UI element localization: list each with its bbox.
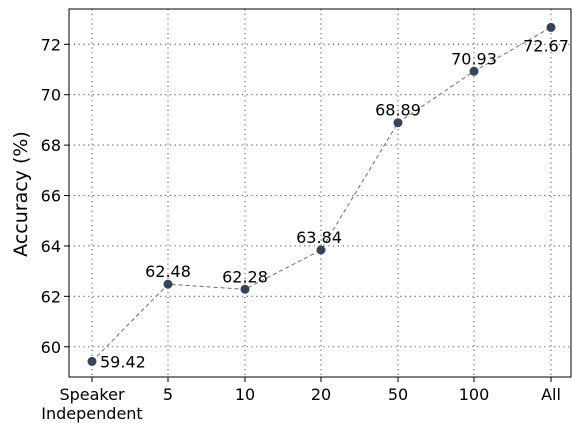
data-point [240,284,250,294]
data-label: 59.42 [100,352,146,371]
data-point [546,22,556,32]
y-tick-label: 70 [41,86,61,105]
y-tick-label: 72 [41,35,61,54]
series-markers [87,22,556,366]
data-label: 62.28 [222,267,268,286]
x-tick-label: 100 [459,385,490,404]
data-labels: 59.42 62.48 62.28 63.84 68.89 70.93 72.67 [100,36,569,371]
x-tick-label: All [541,385,561,404]
data-point [469,66,479,76]
x-tick-label: 5 [163,385,173,404]
y-tick-label: 66 [41,187,61,206]
y-tick-label: 68 [41,136,61,155]
data-label: 68.89 [375,101,421,120]
y-tick-label: 60 [41,338,61,357]
data-point [316,245,326,255]
x-tick-label: Speaker Independent [41,385,142,423]
x-tick-label: 20 [311,385,331,404]
y-tick-label: 62 [41,287,61,306]
y-axis-title: Accuracy (%) [10,131,32,257]
data-label: 63.84 [296,228,342,247]
data-point [393,118,403,128]
x-tick-label: 10 [235,385,255,404]
plot-frame [68,8,572,378]
data-label: 70.93 [451,49,497,68]
data-label: 62.48 [145,262,191,281]
data-label: 72.67 [523,36,569,55]
series-line-path [91,26,552,362]
data-point [87,356,97,366]
x-tick-label: 50 [388,385,408,404]
data-point [163,279,173,289]
series-line [91,26,552,362]
axes: 60 62 64 66 68 70 72 Speaker Independent 5 10 20 50 1… [41,8,572,423]
y-tick-label: 64 [41,237,61,256]
